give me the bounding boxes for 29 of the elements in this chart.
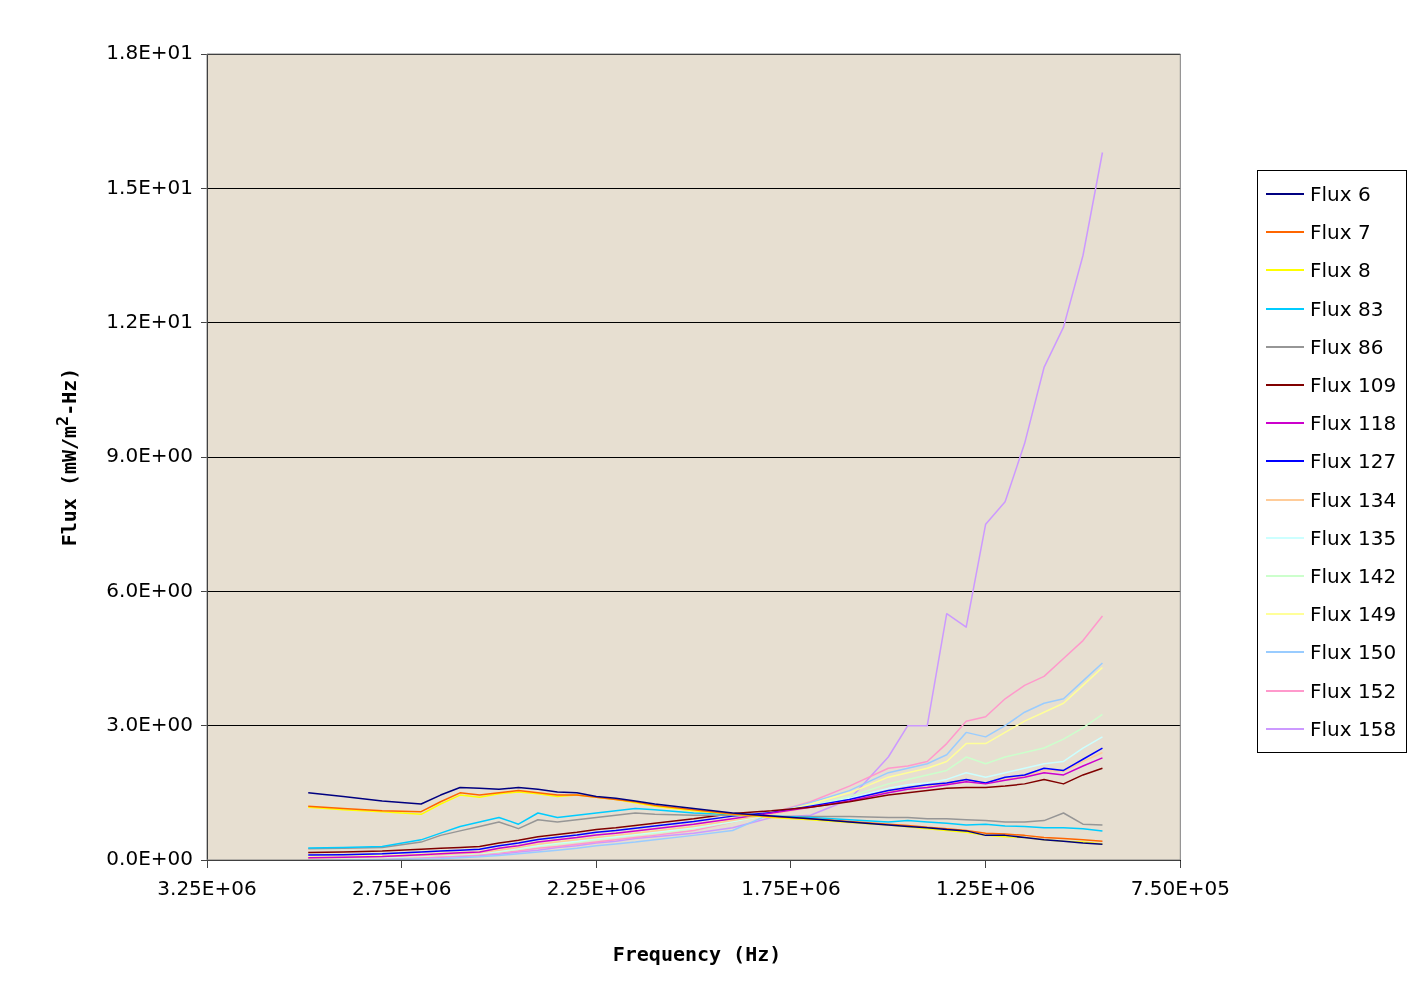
legend-label: Flux 118 [1310, 411, 1397, 436]
y-tick-label: 1.8E+01 [106, 40, 193, 65]
y-tick-label: 9.0E+00 [106, 443, 193, 468]
y-tick-label: 0.0E+00 [106, 846, 193, 871]
y-tick-label: 1.5E+01 [106, 174, 193, 199]
x-tick-label: 1.75E+06 [741, 876, 841, 901]
legend-label: Flux 7 [1310, 220, 1371, 245]
y-tick-label: 3.0E+00 [106, 711, 193, 736]
x-tick-label: 2.75E+06 [351, 876, 452, 901]
x-tick-label: 2.25E+06 [546, 876, 647, 901]
legend-label: Flux 158 [1310, 716, 1397, 741]
y-tick-label: 6.0E+00 [106, 577, 193, 602]
legend-label: Flux 83 [1310, 296, 1384, 321]
legend-label: Flux 152 [1310, 678, 1397, 703]
legend-label: Flux 109 [1310, 373, 1397, 398]
x-tick-label: 7.50E+05 [1130, 876, 1230, 901]
x-axis-title: Frequency (Hz) [612, 942, 782, 966]
legend-label: Flux 134 [1310, 487, 1397, 512]
legend-label: Flux 150 [1310, 640, 1397, 665]
legend-label: Flux 6 [1310, 182, 1371, 207]
y-tick-label: 1.2E+01 [106, 308, 193, 333]
legend-label: Flux 8 [1310, 258, 1371, 283]
legend-label: Flux 149 [1310, 602, 1397, 627]
legend-label: Flux 127 [1310, 449, 1397, 474]
x-tick-label: 1.25E+06 [935, 876, 1036, 901]
legend-label: Flux 135 [1310, 525, 1397, 550]
x-tick-label: 3.25E+06 [157, 876, 257, 901]
legend-label: Flux 142 [1310, 563, 1397, 588]
legend-label: Flux 86 [1310, 334, 1384, 359]
